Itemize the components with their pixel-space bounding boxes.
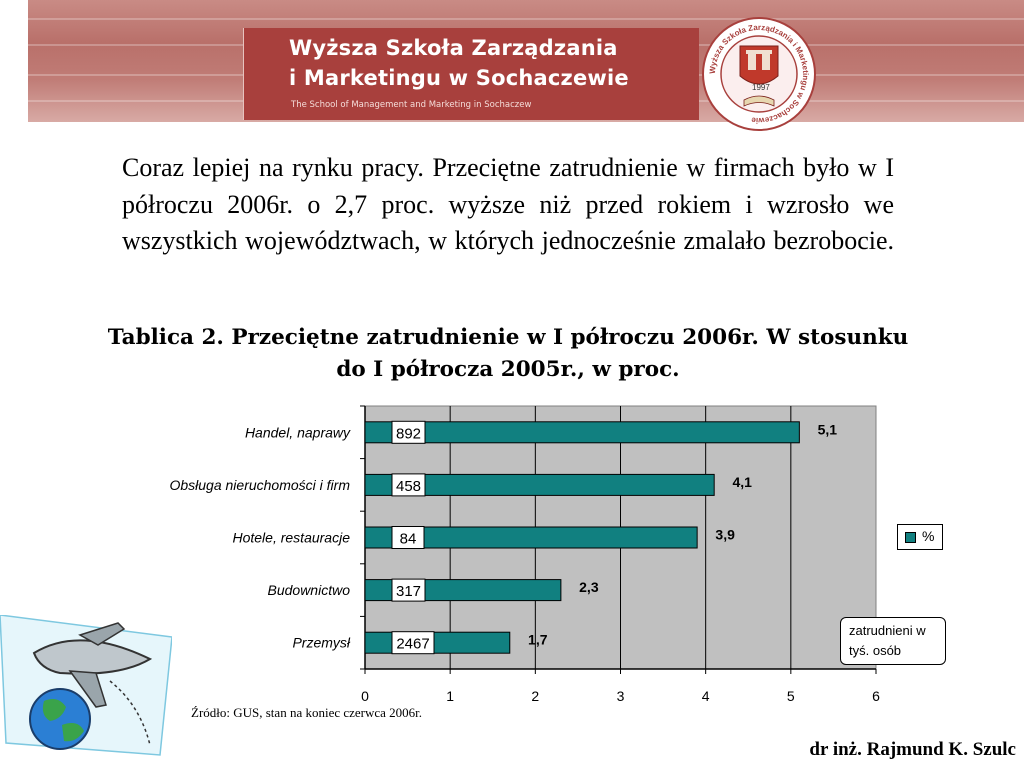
category-label: Obsługa nieruchomości i firm [169, 477, 350, 493]
header-banner: Wyższa Szkoła Zarządzania i Marketingu w… [28, 0, 1024, 131]
employment-label: 892 [396, 425, 421, 442]
employment-label: 2467 [396, 636, 429, 653]
intro-paragraph: Coraz lepiej na rynku pracy. Przeciętne … [122, 153, 894, 255]
bar [364, 421, 800, 444]
bar [364, 473, 715, 496]
category-label: Hotele, restauracje [232, 530, 350, 546]
x-tick-label: 0 [361, 688, 369, 704]
value-label: 4,1 [732, 474, 752, 490]
employment-bar-chart: 0 1 2 3 4 5 6 Handel, naprawy 5,1 892 Obsługa nier… [169, 405, 880, 704]
employment-label-box [391, 526, 425, 549]
bar [364, 631, 511, 654]
value-label: 3,9 [715, 527, 735, 543]
school-name-panel: Wyższa Szkoła Zarządzania i Marketingu w… [243, 28, 699, 120]
svg-text:1997: 1997 [752, 83, 770, 92]
employment-label-box [391, 631, 435, 655]
value-label: 2,3 [579, 579, 599, 595]
employment-label: 84 [400, 531, 417, 548]
legend-percent: % [897, 524, 943, 550]
school-name-line1: Wyższa Szkoła Zarządzania [289, 36, 618, 60]
employment-label: 317 [396, 583, 421, 600]
bar [364, 526, 698, 549]
value-label: 1,7 [528, 632, 548, 648]
x-tick-label: 4 [702, 688, 710, 704]
value-label: 5,1 [818, 421, 838, 437]
x-tick-label: 1 [446, 688, 454, 704]
x-tick-label: 5 [787, 688, 795, 704]
airplane-globe-clipart [0, 615, 172, 756]
school-name-english: The School of Management and Marketing i… [291, 100, 532, 110]
employment-label: 458 [396, 478, 421, 495]
school-name-line2: i Marketingu w Sochaczewie [289, 66, 629, 90]
employment-label-box [391, 473, 426, 497]
x-tick-label: 2 [531, 688, 539, 704]
category-label: Budownictwo [268, 582, 351, 598]
source-note: Źródło: GUS, stan na koniec czerwca 2006… [191, 705, 423, 720]
chart-title: Tablica 2. Przeciętne zatrudnienie w I p… [107, 325, 909, 382]
school-crest-logo: Wyższa Szkoła Zarządzania i Marketingu w… [702, 17, 816, 131]
x-tick-label: 3 [617, 688, 625, 704]
author-signature: dr inż. Rajmund K. Szulc [809, 739, 1016, 760]
legend-swatch [905, 532, 916, 543]
employment-label-box [391, 578, 426, 602]
category-label: Przemysł [292, 635, 350, 651]
airplane-icon [32, 622, 153, 746]
category-label: Handel, naprawy [245, 424, 351, 440]
legend-employment: zatrudnieni w tyś. osób [840, 617, 946, 665]
employment-label-box [391, 420, 426, 444]
globe-icon [29, 688, 91, 750]
legend-percent-label: % [922, 528, 935, 544]
x-tick-label: 6 [872, 688, 880, 704]
